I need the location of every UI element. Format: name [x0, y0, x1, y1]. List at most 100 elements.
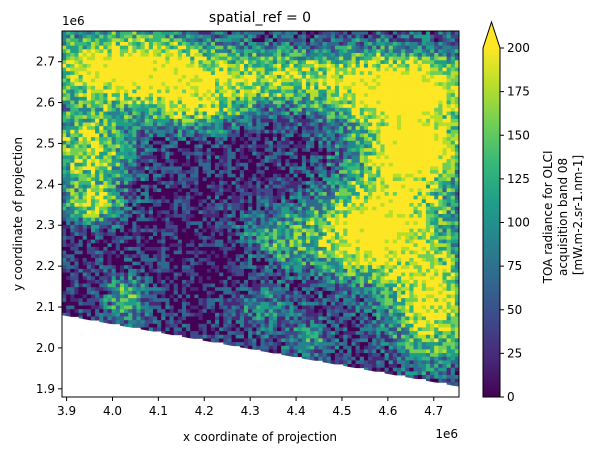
- raster-cell: [181, 100, 187, 105]
- raster-cell: [446, 148, 452, 153]
- raster-cell: [347, 107, 352, 112]
- raster-cell: [293, 188, 299, 193]
- raster-cell: [169, 60, 175, 65]
- raster-cell: [264, 67, 270, 72]
- raster-cell: [148, 173, 154, 178]
- raster-cell: [430, 162, 435, 167]
- raster-cell: [301, 166, 307, 171]
- raster-cell: [264, 82, 270, 87]
- raster-cell: [144, 82, 150, 87]
- raster-cell: [115, 206, 121, 211]
- raster-cell: [413, 67, 419, 72]
- raster-cell: [198, 188, 204, 193]
- raster-cell: [202, 104, 208, 109]
- raster-cell: [409, 100, 414, 105]
- raster-cell: [107, 184, 113, 189]
- raster-cell: [132, 45, 137, 50]
- raster-cell: [413, 133, 419, 138]
- raster-cell: [413, 181, 419, 186]
- raster-cell: [210, 203, 216, 208]
- raster-cell: [215, 144, 220, 149]
- raster-cell: [339, 133, 344, 138]
- raster-cell: [256, 82, 261, 87]
- raster-cell: [376, 166, 381, 171]
- raster-cell: [99, 184, 104, 189]
- raster-cell: [405, 173, 410, 178]
- raster-cell: [111, 85, 117, 90]
- raster-cell: [181, 74, 187, 79]
- raster-cell: [111, 148, 117, 153]
- raster-cell: [115, 78, 121, 83]
- raster-cell: [210, 115, 216, 120]
- raster-cell: [396, 31, 402, 36]
- raster-cell: [301, 195, 307, 200]
- raster-cell: [380, 173, 385, 178]
- raster-cell: [297, 155, 303, 160]
- raster-cell: [86, 184, 92, 189]
- raster-cell: [198, 52, 204, 58]
- raster-cell: [405, 100, 410, 105]
- raster-cell: [210, 63, 216, 68]
- raster-cell: [363, 192, 369, 197]
- raster-cell: [384, 85, 390, 90]
- raster-cell: [148, 93, 154, 98]
- raster-cell: [181, 148, 187, 153]
- raster-cell: [260, 195, 266, 200]
- raster-cell: [388, 107, 394, 112]
- raster-cell: [281, 82, 286, 87]
- raster-cell: [413, 118, 419, 123]
- raster-cell: [235, 126, 241, 131]
- raster-cell: [351, 52, 357, 58]
- raster-cell: [132, 56, 137, 61]
- raster-cell: [264, 78, 270, 83]
- raster-cell: [132, 210, 137, 215]
- raster-cell: [86, 162, 92, 167]
- raster-cell: [136, 217, 141, 222]
- raster-cell: [368, 159, 373, 164]
- raster-cell: [148, 34, 154, 39]
- raster-cell: [115, 38, 121, 43]
- raster-cell: [177, 74, 183, 79]
- raster-cell: [297, 151, 303, 156]
- raster-cell: [173, 170, 179, 175]
- raster-cell: [446, 173, 452, 178]
- raster-cell: [363, 93, 369, 98]
- raster-cell: [425, 31, 431, 36]
- raster-cell: [388, 206, 394, 211]
- raster-cell: [421, 126, 427, 131]
- raster-cell: [343, 71, 348, 76]
- raster-cell: [305, 45, 311, 50]
- raster-cell: [66, 31, 71, 36]
- raster-cell: [268, 63, 274, 68]
- raster-cell: [293, 74, 299, 79]
- raster-cell: [173, 181, 179, 186]
- raster-cell: [198, 137, 204, 142]
- raster-cell: [78, 159, 84, 164]
- raster-cell: [363, 118, 369, 123]
- raster-cell: [62, 115, 67, 120]
- raster-cell: [252, 107, 257, 112]
- raster-cell: [421, 49, 427, 54]
- raster-cell: [314, 177, 319, 182]
- raster-cell: [409, 140, 414, 145]
- raster-cell: [194, 60, 199, 65]
- raster-cell: [347, 118, 352, 123]
- raster-cell: [62, 52, 67, 58]
- raster-cell: [355, 118, 361, 123]
- raster-cell: [227, 177, 232, 182]
- raster-cell: [86, 34, 92, 39]
- raster-cell: [446, 78, 452, 83]
- raster-cell: [384, 129, 390, 134]
- raster-cell: [330, 188, 336, 193]
- raster-cell: [111, 199, 117, 204]
- raster-cell: [310, 148, 315, 153]
- raster-cell: [310, 166, 315, 171]
- raster-cell: [243, 148, 249, 153]
- raster-cell: [289, 177, 294, 182]
- raster-cell: [351, 100, 357, 105]
- raster-cell: [376, 148, 381, 153]
- raster-cell: [103, 170, 108, 175]
- raster-cell: [90, 195, 96, 200]
- raster-cell: [285, 203, 290, 208]
- raster-cell: [277, 111, 282, 116]
